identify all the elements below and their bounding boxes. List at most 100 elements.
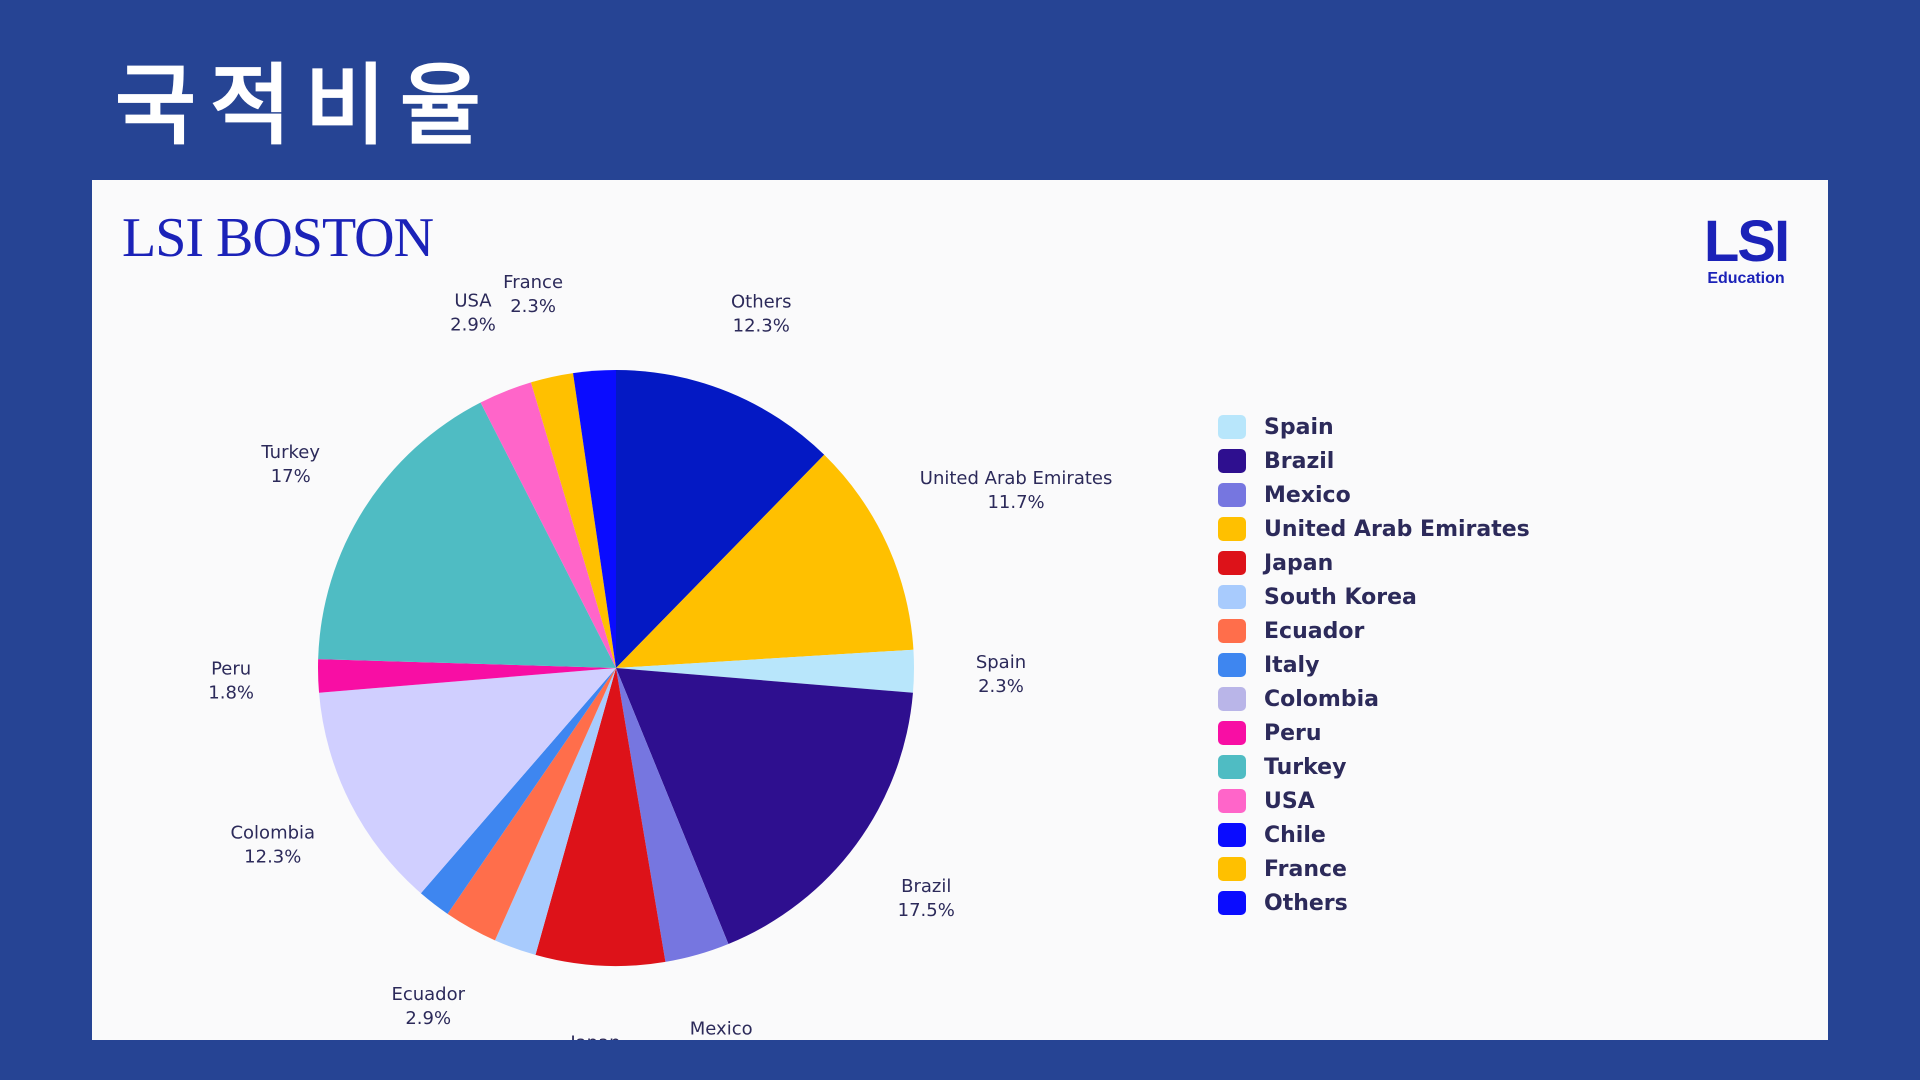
legend-item-south-korea: South Korea <box>1218 580 1530 614</box>
legend-label: Japan <box>1264 550 1334 576</box>
legend-label: Spain <box>1264 414 1334 440</box>
slice-label-name: Brazil <box>901 876 951 897</box>
legend-label: Mexico <box>1264 482 1351 508</box>
chart-legend: Spain Brazil Mexico United Arab Emirates Jap… <box>1218 410 1530 920</box>
legend-label: United Arab Emirates <box>1264 516 1530 542</box>
legend-item-peru: Peru <box>1218 716 1530 750</box>
pie-slice-italy <box>420 668 616 914</box>
slice-label-name: Ecuador <box>391 984 465 1005</box>
legend-swatch <box>1218 823 1246 847</box>
chart-panel: LSI BOSTON LSI Education Others 12.3% Unit… <box>92 180 1828 1040</box>
slice-label-value: 17.5% <box>898 900 955 921</box>
pie-slice-peru <box>318 659 616 693</box>
slice-label-value: 12.3% <box>244 846 301 867</box>
slice-label-colombia: Colombia 12.3% <box>230 822 315 867</box>
slice-label-name: Turkey <box>260 442 320 463</box>
pie-slice-turkey <box>318 402 616 668</box>
legend-swatch <box>1218 857 1246 881</box>
legend-swatch <box>1218 415 1246 439</box>
slice-label-name: USA <box>454 291 492 312</box>
pie-slice-brazil <box>616 668 913 944</box>
legend-swatch <box>1218 619 1246 643</box>
slice-label-name: Others <box>731 291 792 312</box>
slice-label-name: Colombia <box>230 822 315 843</box>
pie-slice-japan <box>535 668 666 966</box>
slice-label-value: 17% <box>271 466 311 487</box>
slice-label-peru: Peru 1.8% <box>208 658 254 703</box>
legend-swatch <box>1218 585 1246 609</box>
legend-item-colombia: Colombia <box>1218 682 1530 716</box>
legend-swatch <box>1218 653 1246 677</box>
pie-slice-mexico <box>616 668 729 962</box>
legend-swatch <box>1218 483 1246 507</box>
pie-slice-france <box>530 373 616 668</box>
legend-label: Italy <box>1264 652 1320 678</box>
legend-item-united-arab-emirates: United Arab Emirates <box>1218 512 1530 546</box>
slice-label-name: Japan <box>569 1032 620 1040</box>
pie-slice-chile <box>573 370 616 668</box>
slice-label-name: France <box>503 272 563 293</box>
legend-item-mexico: Mexico <box>1218 478 1530 512</box>
slice-label-value: 1.8% <box>208 682 254 703</box>
legend-label: South Korea <box>1264 584 1417 610</box>
lsi-logo-mark: LSI <box>1703 209 1790 274</box>
lsi-education-logo: LSI Education <box>1696 209 1796 288</box>
slice-label-name: United Arab Emirates <box>920 468 1113 489</box>
pie-slice-united-arab-emirates <box>616 454 914 668</box>
slice-label-japan: Japan7% <box>569 1032 620 1040</box>
legend-swatch <box>1218 687 1246 711</box>
legend-label: France <box>1264 856 1347 882</box>
pie-slice-south-korea <box>494 668 616 955</box>
slice-label-value: 2.9% <box>405 1008 451 1029</box>
slice-label-name: Peru <box>211 658 251 679</box>
slide-title: 국적비율 <box>115 54 495 157</box>
legend-item-chile: Chile <box>1218 818 1530 852</box>
legend-item-france: France <box>1218 852 1530 886</box>
lsi-logo-subtitle: Education <box>1707 270 1785 287</box>
legend-swatch <box>1218 449 1246 473</box>
slice-label-turkey: Turkey 17% <box>260 442 320 487</box>
legend-item-italy: Italy <box>1218 648 1530 682</box>
legend-swatch <box>1218 789 1246 813</box>
pie-slice-others <box>616 370 825 668</box>
legend-item-others: Others <box>1218 886 1530 920</box>
pie-chart: Others 12.3% United Arab Emirates 11.7% Spai… <box>208 272 1113 1040</box>
legend-swatch <box>1218 891 1246 915</box>
legend-label: Ecuador <box>1264 618 1365 644</box>
slice-label-ecuador: Ecuador 2.9% <box>391 984 465 1029</box>
legend-label: Brazil <box>1264 448 1335 474</box>
slice-label-others: Others 12.3% <box>731 291 792 336</box>
slice-label-brazil: Brazil 17.5% <box>898 876 955 921</box>
slice-label-value: 2.3% <box>510 296 556 317</box>
slice-label-value: 2.9% <box>450 315 496 336</box>
slice-label-name: Spain <box>976 652 1026 673</box>
legend-item-ecuador: Ecuador <box>1218 614 1530 648</box>
legend-label: Peru <box>1264 720 1322 746</box>
legend-label: Chile <box>1264 822 1326 848</box>
slice-label-value: 2.3% <box>978 676 1024 697</box>
pie-slice-colombia <box>319 668 616 894</box>
pie-slice-usa <box>480 382 616 668</box>
legend-item-usa: USA <box>1218 784 1530 818</box>
slice-label-value: 11.7% <box>987 492 1044 513</box>
legend-swatch <box>1218 721 1246 745</box>
legend-label: Others <box>1264 890 1348 916</box>
pie-slice-spain <box>616 649 915 693</box>
legend-item-japan: Japan <box>1218 546 1530 580</box>
legend-swatch <box>1218 517 1246 541</box>
legend-label: USA <box>1264 788 1315 814</box>
slice-label-value: 12.3% <box>733 315 790 336</box>
lsi-boston-logo: LSI BOSTON <box>122 207 434 269</box>
legend-item-brazil: Brazil <box>1218 444 1530 478</box>
legend-label: Turkey <box>1264 754 1347 780</box>
legend-label: Colombia <box>1264 686 1379 712</box>
slice-label-france: France 2.3% <box>503 272 563 317</box>
legend-swatch <box>1218 551 1246 575</box>
slice-label-usa: USA 2.9% <box>450 291 496 336</box>
legend-item-spain: Spain <box>1218 410 1530 444</box>
slice-label-spain: Spain 2.3% <box>976 652 1026 697</box>
legend-item-turkey: Turkey <box>1218 750 1530 784</box>
legend-swatch <box>1218 755 1246 779</box>
slice-label-mexico: Mexico3.5% <box>690 1018 753 1039</box>
slice-label-name: Mexico <box>690 1018 753 1039</box>
